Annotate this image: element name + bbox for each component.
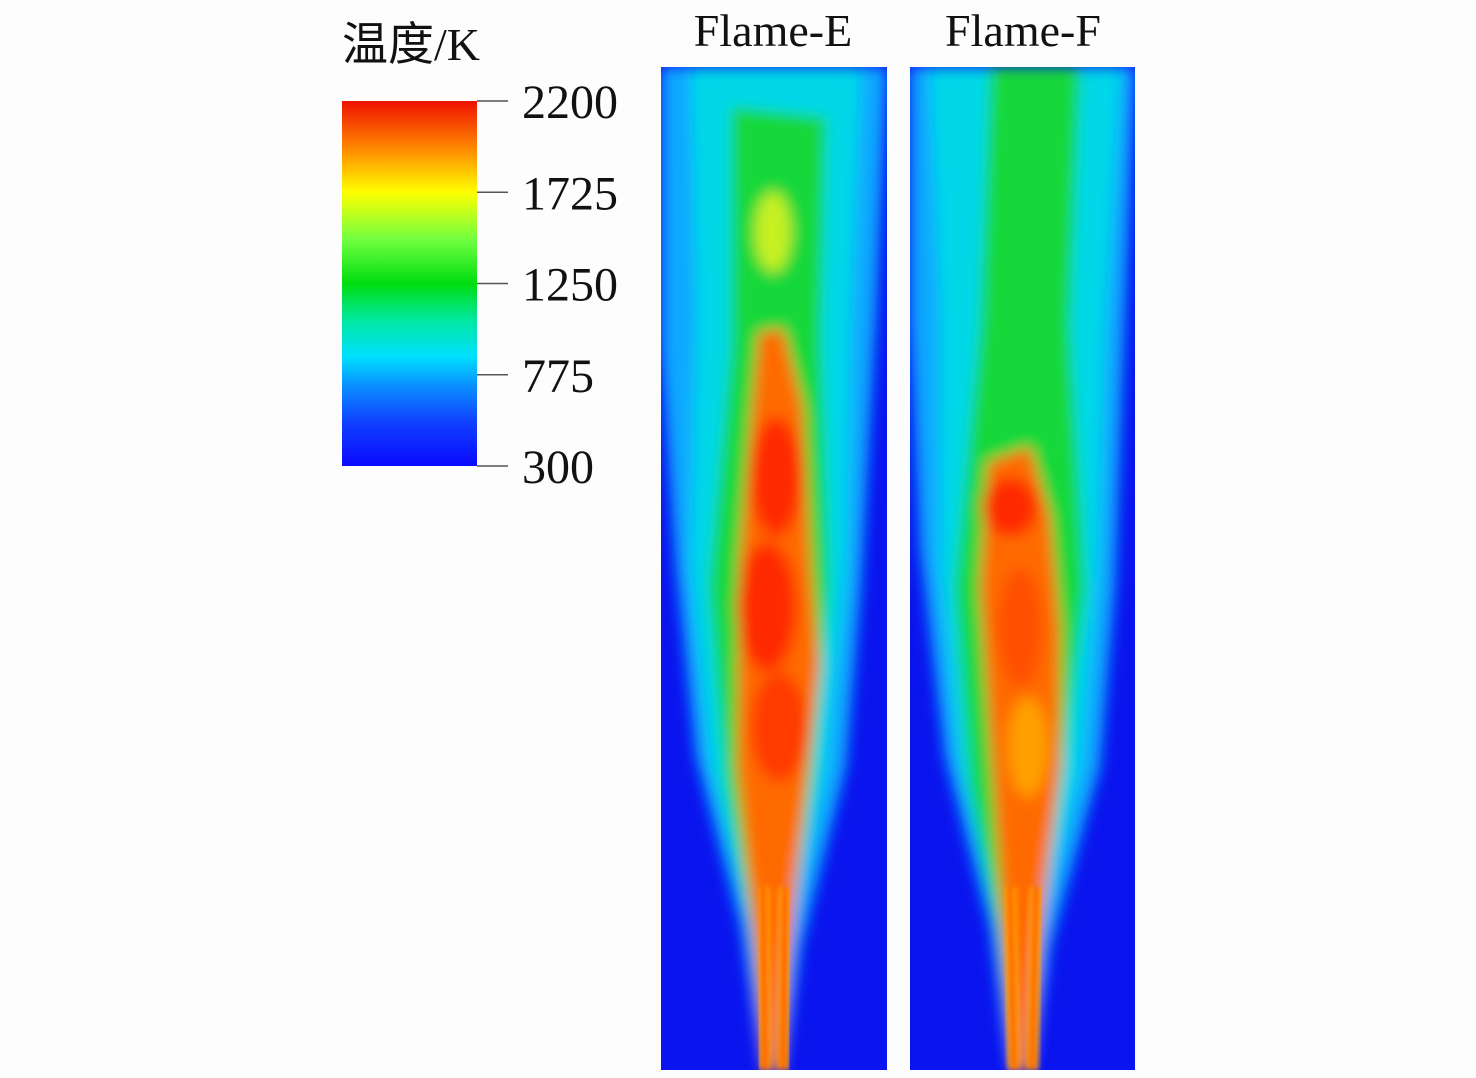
colorbar-title: 温度/K: [342, 19, 480, 70]
temperature-field: [910, 67, 1135, 1070]
tick-label: 300: [522, 441, 594, 494]
panel-label: Flame-F: [945, 5, 1101, 56]
tick-label: 2200: [522, 76, 618, 129]
tick-label: 775: [522, 350, 594, 403]
colorbar: [342, 101, 477, 466]
panel-label: Flame-E: [694, 5, 852, 56]
colorbar-ticks: 300 775 1250 1725 2200: [477, 76, 618, 494]
tick-label: 1725: [522, 167, 618, 220]
temperature-field: [661, 67, 887, 1070]
tick-label: 1250: [522, 259, 618, 312]
